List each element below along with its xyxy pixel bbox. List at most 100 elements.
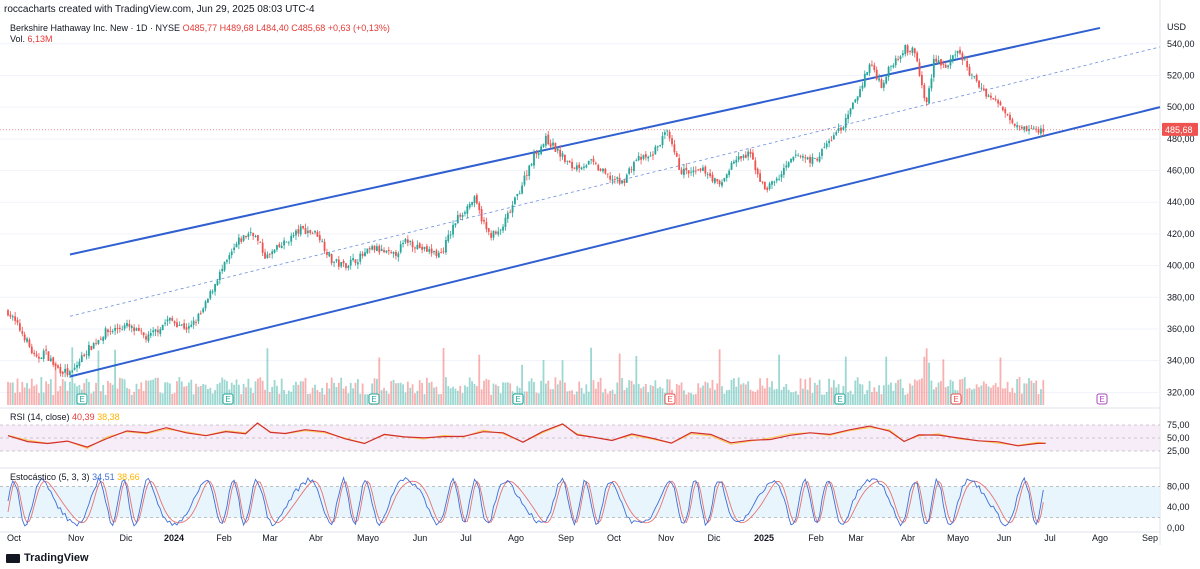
candle-body (45, 349, 47, 351)
volume-bar (628, 380, 631, 405)
volume-bar (1004, 388, 1007, 405)
volume-bar (823, 394, 826, 405)
volume-bar (792, 392, 795, 405)
candle-body (544, 135, 547, 146)
volume-bar (940, 381, 942, 405)
candle-body (604, 168, 607, 174)
volume-bar (111, 384, 114, 405)
candle-body (999, 102, 1002, 106)
volume-bar (340, 377, 343, 405)
volume-bar (852, 394, 854, 405)
candle-body (942, 63, 945, 65)
candle-body (373, 245, 376, 251)
candle-body (42, 350, 45, 359)
candle-body (606, 173, 609, 175)
price-tick-label: 540,00 (1167, 39, 1195, 49)
candle-body (130, 325, 133, 328)
volume-bar (356, 379, 359, 405)
candle-body (1025, 126, 1028, 132)
volume-bar (323, 394, 326, 405)
volume-bar (447, 386, 450, 405)
close-value: C485,68 (291, 23, 326, 33)
price-tick-label: 520,00 (1167, 70, 1195, 80)
volume-bar (921, 378, 923, 405)
rsi-level-label: 50,00 (1167, 433, 1190, 443)
volume-bar (295, 381, 297, 405)
volume-bar (138, 389, 140, 405)
volume-bar (721, 386, 723, 405)
volume-bar (654, 380, 657, 405)
rsi-line (7, 422, 1046, 448)
candle-body (813, 158, 816, 159)
candle-body (483, 219, 485, 222)
candle-body (723, 177, 726, 182)
volume-bar (706, 382, 709, 405)
volume-bar (552, 389, 554, 405)
candle-body (433, 251, 435, 253)
candle-body (659, 145, 662, 147)
candle-body (697, 169, 700, 171)
volume-bar (875, 391, 878, 405)
candle-body (349, 259, 352, 266)
volume-bar (932, 389, 935, 405)
candle-body (537, 153, 540, 155)
time-axis: Oct Nov Dic 2024 Feb Mar Abr Mayo Jun Jul Ago Sep Oc… (7, 533, 1158, 543)
earnings-marker-icon: E (953, 395, 958, 404)
earnings-marker-icon: E (837, 395, 842, 404)
candle-body (542, 144, 545, 147)
candle-body (440, 252, 443, 253)
candle-body (221, 268, 224, 272)
volume-bar (606, 393, 609, 405)
candle-body (842, 127, 845, 130)
candle-body (437, 252, 440, 258)
candle-body (207, 298, 209, 303)
candle-body (683, 168, 685, 176)
volume-bar (247, 378, 250, 405)
volume-bar (278, 393, 281, 405)
volume-bar (11, 382, 14, 405)
candle-body (199, 312, 202, 314)
volume-bar (471, 381, 473, 405)
volume-bar (418, 380, 421, 405)
volume-bar (299, 381, 302, 405)
candle-body (709, 173, 711, 177)
candle-body (737, 156, 740, 160)
candle-body (930, 78, 933, 89)
volume-bar (982, 381, 985, 405)
volume-bar (252, 392, 255, 405)
tradingview-logo[interactable]: TradingView (6, 552, 89, 564)
volume-bar (992, 385, 995, 405)
candle-body (392, 251, 395, 254)
volume-bar (692, 394, 695, 405)
candle-body (283, 240, 285, 246)
volume-bar (618, 353, 621, 405)
volume-bar (759, 378, 761, 405)
volume-bar (66, 390, 69, 405)
candle-body (475, 195, 478, 204)
candle-body (663, 132, 666, 135)
candle-body (554, 142, 557, 152)
candle-body (802, 156, 804, 158)
candle-body (625, 174, 628, 183)
candle-body (759, 173, 761, 182)
volume-bar (261, 380, 264, 405)
candle-body (126, 323, 128, 327)
candle-body (421, 246, 424, 250)
volume-bar (587, 391, 590, 405)
volume-bar (959, 379, 961, 405)
earnings-marker-box (834, 393, 846, 405)
candle-body (932, 58, 935, 78)
candle-body (330, 254, 333, 264)
candle-body (790, 158, 792, 163)
candle-body (973, 76, 976, 77)
candle-body (575, 165, 578, 170)
volume-bar (395, 383, 397, 405)
volume-bar (237, 384, 240, 405)
volume-bar (547, 380, 550, 405)
candle-body (611, 179, 614, 181)
rsi-level-label: 75,00 (1167, 420, 1190, 430)
candle-body (678, 158, 681, 170)
candle-body (540, 146, 543, 154)
candle-body (509, 211, 512, 213)
